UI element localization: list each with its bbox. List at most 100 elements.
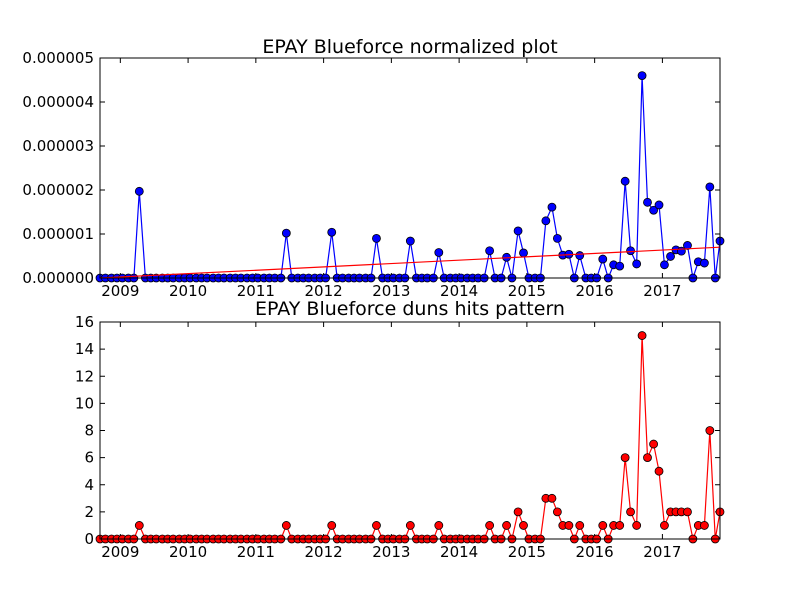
series-line xyxy=(100,75,721,280)
x-tick-label: 2014 xyxy=(440,543,478,561)
y-tick-label: 0.000000 xyxy=(22,269,94,287)
data-point xyxy=(134,186,144,196)
bottom-chart-duns-hits-pattern: EPAY Blueforce duns hits pattern 0 2 4 6 8 10 1… xyxy=(75,298,725,561)
data-point xyxy=(575,521,585,530)
x-tick-label: 2017 xyxy=(643,543,681,561)
y-tick-label: 0.000002 xyxy=(22,181,94,199)
data-point xyxy=(434,521,444,530)
data-point xyxy=(637,331,647,340)
plot-area xyxy=(95,331,725,544)
data-point xyxy=(637,71,647,80)
data-point xyxy=(683,507,692,517)
data-point xyxy=(683,241,692,250)
data-point xyxy=(615,261,625,271)
x-tick-label: 2015 xyxy=(508,282,546,300)
y-tick-label: 14 xyxy=(75,340,94,358)
x-tick-label: 2009 xyxy=(101,543,139,561)
data-point xyxy=(615,521,625,530)
x-tick-label: 2014 xyxy=(440,282,478,300)
data-point xyxy=(620,453,630,463)
y-tick-label: 8 xyxy=(84,422,94,440)
data-point xyxy=(598,521,608,530)
data-point xyxy=(519,248,528,258)
y-tick-label: 4 xyxy=(84,476,94,494)
data-point xyxy=(485,521,495,530)
y-tick-label: 10 xyxy=(75,394,94,412)
data-point xyxy=(700,521,709,530)
data-point xyxy=(666,252,675,261)
y-tick-label: 0.000005 xyxy=(22,49,94,67)
plot-area xyxy=(95,71,725,283)
data-point xyxy=(598,254,608,264)
x-tick-label: 2015 xyxy=(508,543,546,561)
data-point xyxy=(676,246,686,256)
y-tick-label: 2 xyxy=(84,503,94,521)
data-point xyxy=(660,521,669,530)
data-point xyxy=(547,493,557,503)
data-point xyxy=(327,521,337,530)
x-tick-label: 2011 xyxy=(237,543,275,561)
data-point xyxy=(434,248,444,257)
data-point xyxy=(281,228,291,238)
y-tick-label: 16 xyxy=(75,313,94,331)
data-point xyxy=(643,453,652,463)
data-point xyxy=(372,233,381,243)
x-tick-label: 2012 xyxy=(305,282,343,300)
axes-frame xyxy=(99,57,721,279)
data-point xyxy=(513,507,523,517)
data-point xyxy=(134,521,144,530)
data-point xyxy=(705,426,715,435)
data-point xyxy=(519,521,528,530)
y-tick-label: 0 xyxy=(84,530,94,548)
data-point xyxy=(552,507,562,517)
data-point xyxy=(705,182,715,192)
data-point xyxy=(649,205,658,215)
data-point xyxy=(564,521,574,530)
data-point xyxy=(327,227,337,237)
x-tick-label: 2017 xyxy=(643,282,681,300)
x-tick-label: 2016 xyxy=(576,282,614,300)
data-point xyxy=(654,200,664,210)
y-tick-label: 12 xyxy=(75,367,94,385)
x-tick-label: 2010 xyxy=(169,543,207,561)
top-chart-normalized-plot: EPAY Blueforce normalized plot 0.000000 0.… xyxy=(22,36,725,300)
data-point xyxy=(632,521,642,530)
data-point xyxy=(700,258,709,268)
data-point xyxy=(660,260,669,270)
data-point xyxy=(541,216,551,226)
data-point xyxy=(547,202,557,212)
data-point xyxy=(513,226,523,236)
trend-line xyxy=(99,246,721,279)
x-tick-label: 2013 xyxy=(372,282,410,300)
data-point xyxy=(552,233,562,243)
data-point xyxy=(502,521,511,530)
chart-title: EPAY Blueforce normalized plot xyxy=(262,36,557,58)
x-tick-label: 2009 xyxy=(101,282,139,300)
y-tick-label: 0.000001 xyxy=(22,225,94,243)
series-line xyxy=(100,335,721,542)
y-tick-label: 0.000004 xyxy=(22,93,94,111)
x-tick-label: 2016 xyxy=(576,543,614,561)
x-tick-label: 2010 xyxy=(169,282,207,300)
data-point xyxy=(654,466,664,476)
axes-frame xyxy=(99,321,721,540)
data-point xyxy=(649,439,658,449)
x-tick-label: 2013 xyxy=(372,543,410,561)
data-point xyxy=(632,259,642,269)
x-tick-label: 2012 xyxy=(305,543,343,561)
y-tick-label: 0.000003 xyxy=(22,137,94,155)
data-point xyxy=(372,521,381,530)
data-point xyxy=(405,236,415,246)
data-point xyxy=(281,521,291,530)
data-point xyxy=(626,246,635,256)
x-tick-label: 2011 xyxy=(237,282,275,300)
y-tick-label: 6 xyxy=(84,449,94,467)
data-point xyxy=(575,251,585,260)
data-point xyxy=(643,197,652,207)
chart-title: EPAY Blueforce duns hits pattern xyxy=(255,298,565,320)
data-point xyxy=(485,246,495,256)
data-point xyxy=(620,176,630,186)
data-point xyxy=(405,521,415,530)
data-point xyxy=(626,507,635,517)
